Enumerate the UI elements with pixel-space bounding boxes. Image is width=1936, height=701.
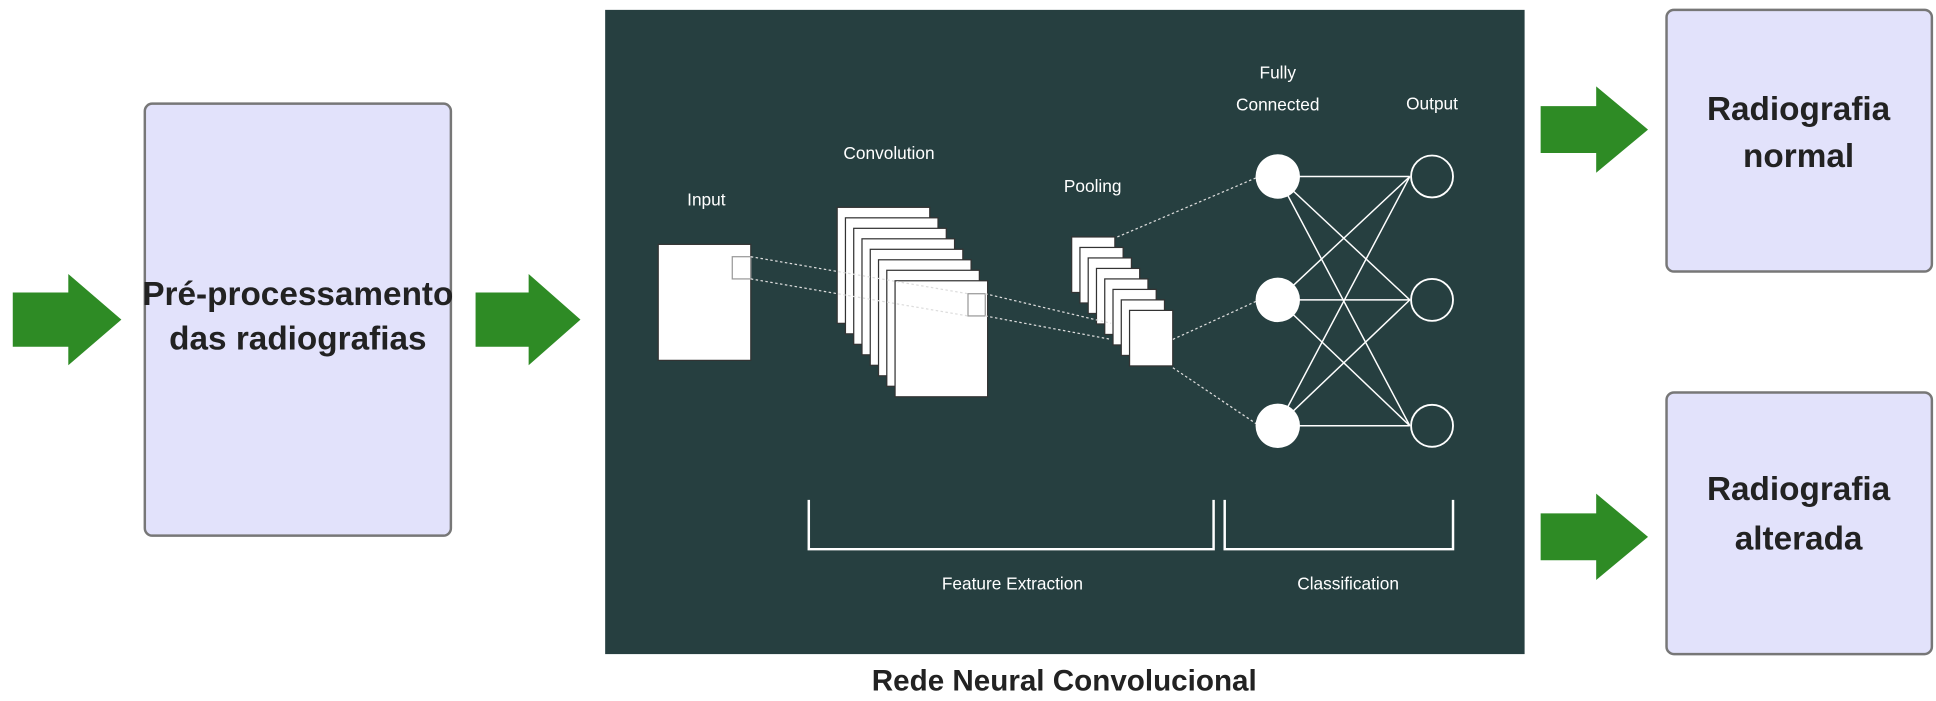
box-text: Radiografia (1707, 91, 1891, 128)
arrow (12, 273, 122, 366)
dotted-line (1117, 175, 1260, 238)
box-text: alterada (1735, 520, 1863, 557)
fc-node (1255, 154, 1300, 199)
dotted-line (750, 278, 969, 317)
output-box (1665, 8, 1934, 273)
layer-label: Input (687, 190, 726, 210)
box-text: das radiografias (169, 320, 426, 357)
connection (1277, 299, 1411, 427)
bracket (1223, 499, 1455, 551)
input-map (657, 243, 752, 361)
kernel (731, 256, 752, 280)
cnn-graphics (657, 154, 1454, 448)
bracket (807, 499, 1215, 551)
layer-label: Connected (1236, 95, 1320, 115)
dotted-line (750, 256, 969, 295)
kernel (967, 293, 986, 317)
arrow (475, 273, 581, 366)
cnn-panel (605, 9, 1525, 655)
arrow (1540, 493, 1649, 581)
stage-label: Classification (1297, 574, 1399, 594)
fc-node (1255, 403, 1300, 448)
output-box (1665, 391, 1934, 656)
output-node (1410, 403, 1454, 448)
caption: Rede Neural Convolucional (872, 664, 1257, 697)
box-text: normal (1743, 138, 1854, 175)
dotted-line (985, 315, 1112, 340)
output-node (1410, 154, 1454, 199)
output-node (1410, 277, 1454, 322)
stage-label: Feature Extraction (942, 574, 1083, 594)
layer-label: Output (1406, 93, 1458, 113)
box-text: Pré-processamento (142, 276, 453, 313)
pooled-map (1128, 309, 1174, 367)
dotted-line (985, 293, 1112, 324)
dotted-line (1172, 299, 1260, 340)
layer-label: Convolution (843, 143, 934, 163)
box-text: Radiografia (1707, 471, 1891, 508)
connection (1277, 175, 1411, 301)
connection (1277, 176, 1411, 427)
layer-label: Fully (1260, 63, 1297, 83)
arrow (1540, 86, 1649, 173)
layer-label: Pooling (1064, 176, 1122, 196)
feature-map (894, 280, 989, 398)
fc-node (1255, 277, 1300, 323)
preprocess-box (143, 102, 453, 537)
arrows (12, 86, 1649, 581)
